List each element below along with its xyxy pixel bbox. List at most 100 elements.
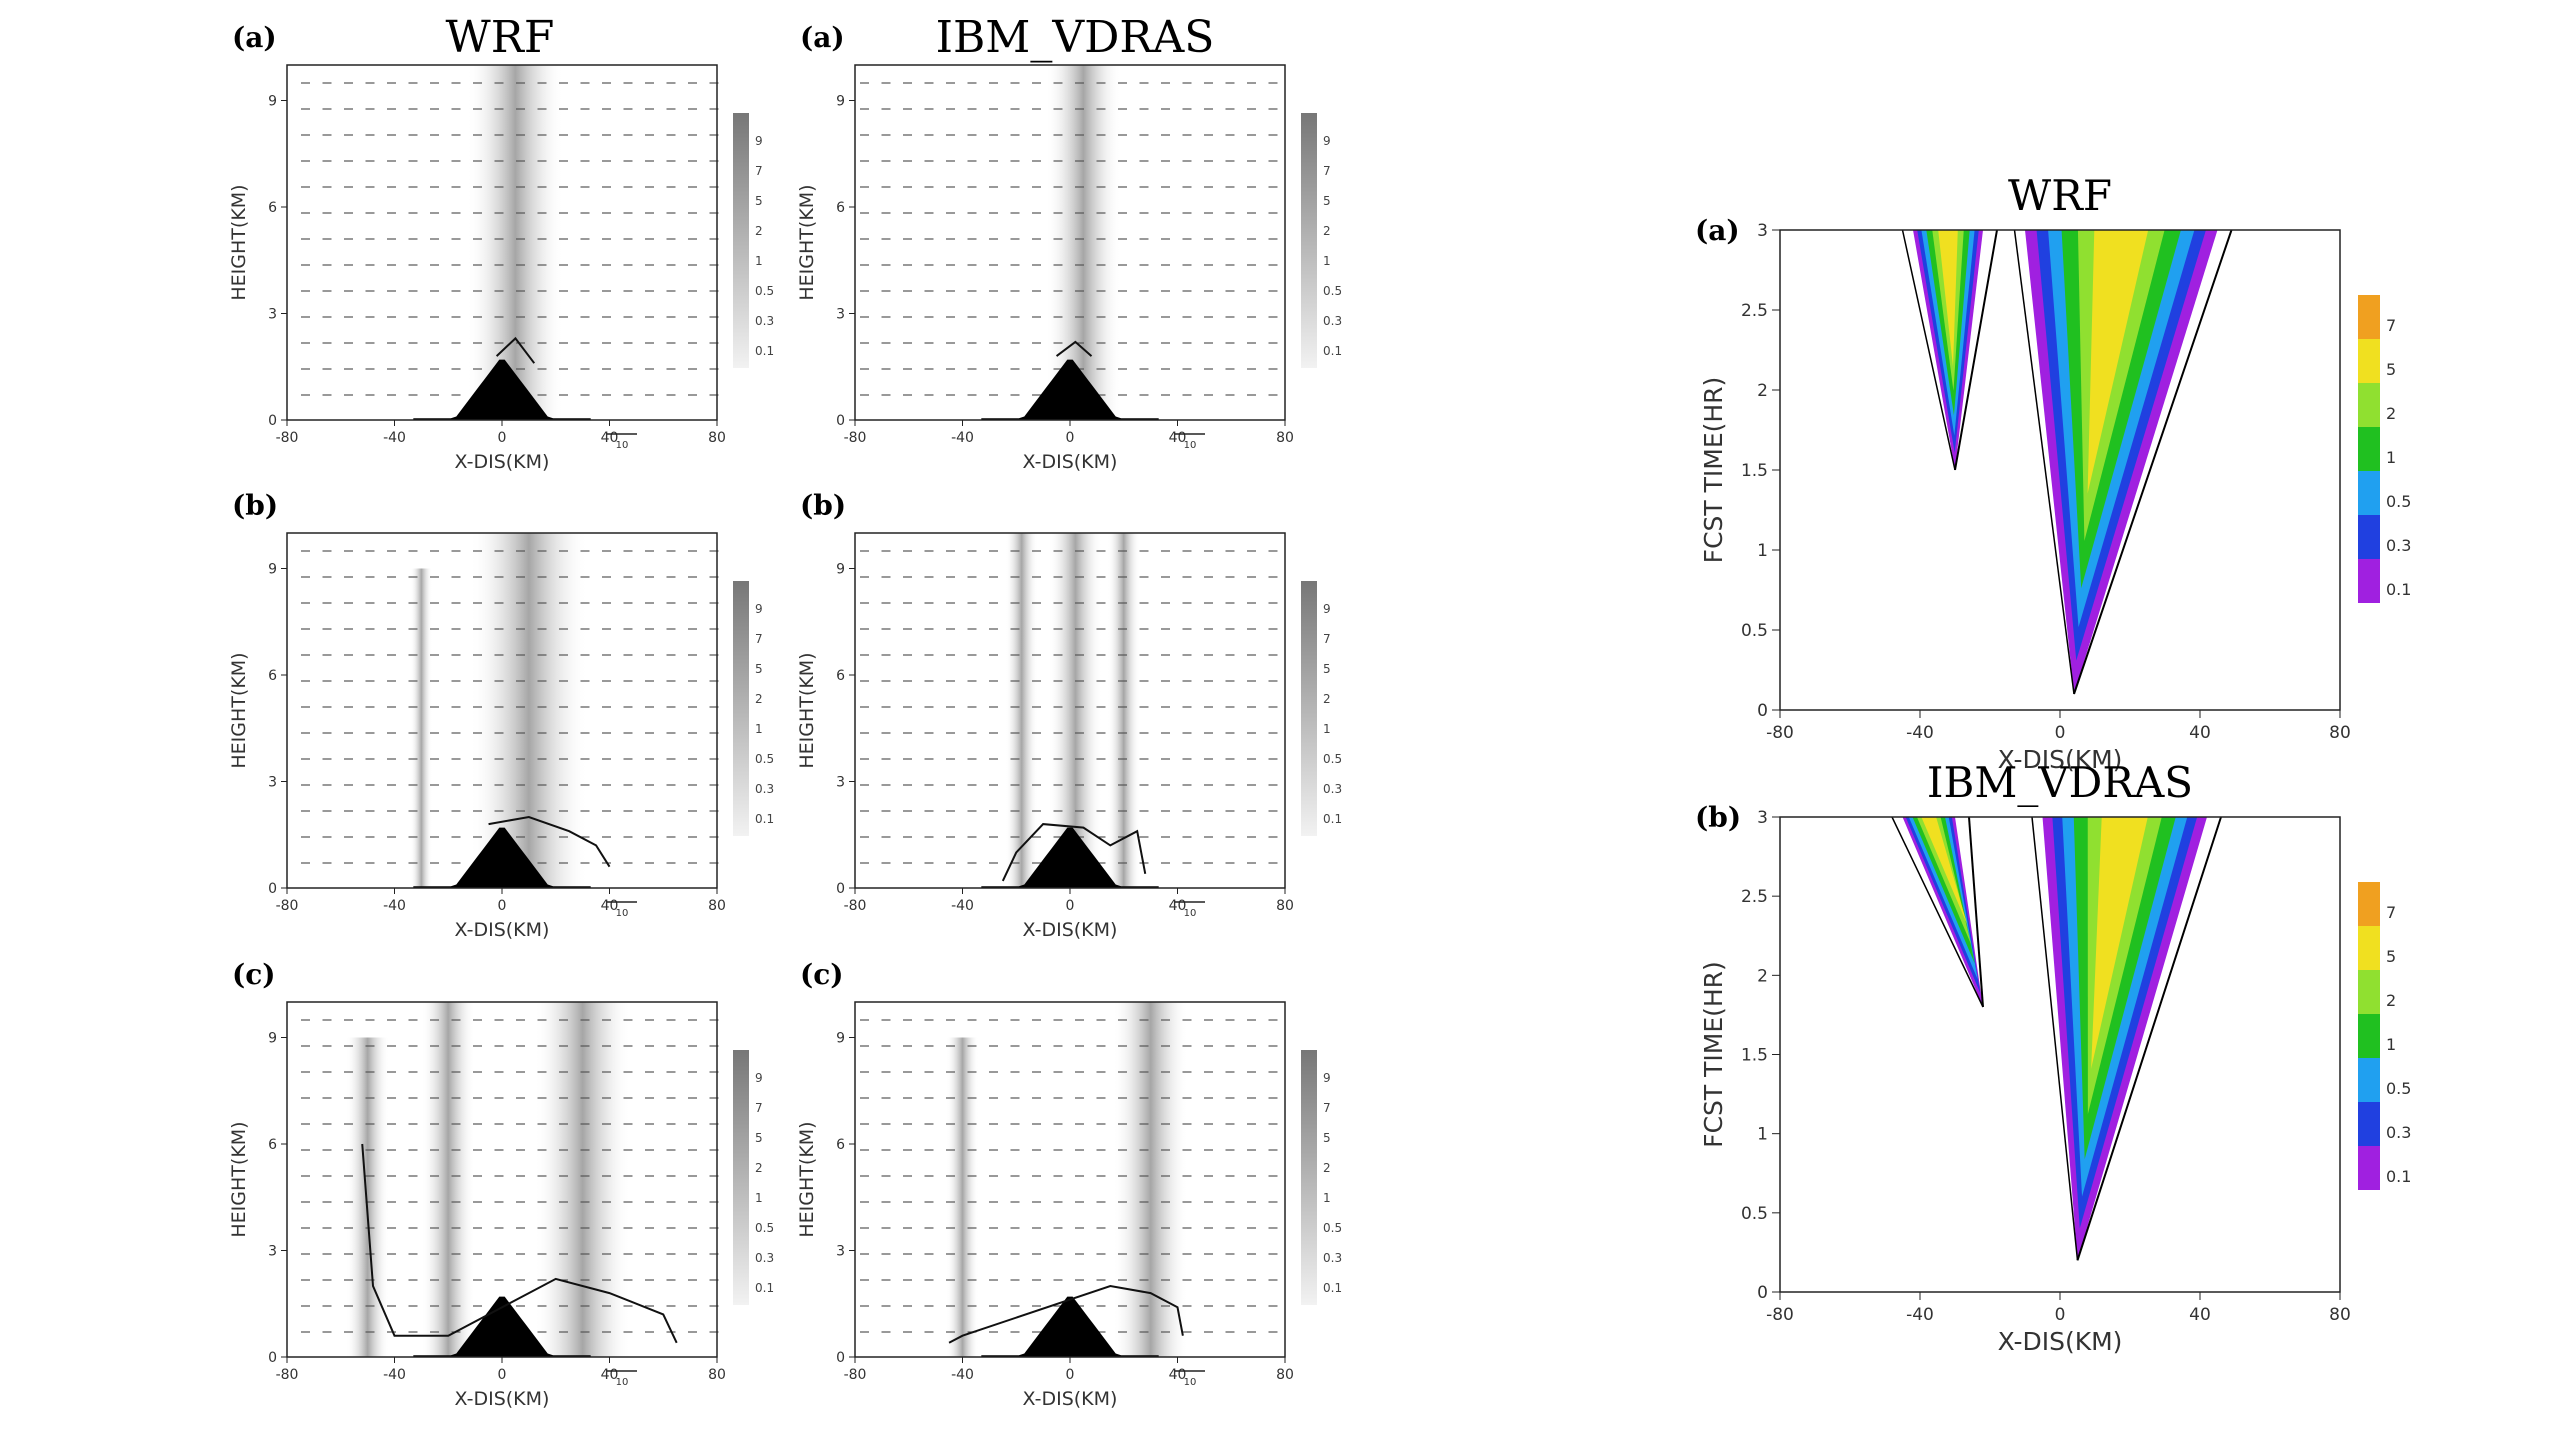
x-tick-label: 80 — [1276, 898, 1294, 914]
x-tick-label: 0 — [2055, 1305, 2066, 1325]
colorbar-label: 0.5 — [1323, 284, 1342, 298]
x-axis-label: X-DIS(KM) — [455, 451, 550, 473]
colorbar — [733, 113, 749, 368]
x-tick-label: 0 — [1066, 430, 1075, 446]
vector-reference-label: 10 — [616, 440, 629, 451]
colorbar-label: 7 — [1323, 1101, 1331, 1115]
x-tick-label: 0 — [1066, 898, 1075, 914]
x-tick-label: -40 — [383, 898, 406, 914]
y-axis-label: HEIGHT(KM) — [796, 184, 818, 300]
x-tick-label: -80 — [1766, 723, 1794, 743]
vdras-column-title: IBM_VDRAS — [936, 12, 1215, 63]
x-tick-label: -40 — [1906, 1305, 1934, 1325]
colorbar-label: 1 — [755, 254, 763, 268]
colorbar-label: 1 — [755, 722, 763, 736]
y-tick-label: 0 — [836, 1350, 845, 1366]
x-tick-label: -80 — [276, 1367, 299, 1383]
x-axis-label: X-DIS(KM) — [1023, 1388, 1118, 1410]
y-tick-label: 1.5 — [1741, 1046, 1768, 1066]
contour-line — [1968, 816, 1984, 1008]
contour-line — [495, 336, 536, 364]
x-tick-label: 80 — [1276, 1367, 1294, 1383]
x-tick-label: 80 — [2329, 1305, 2351, 1325]
y-axis-label: HEIGHT(KM) — [228, 652, 250, 768]
shaded-region — [1113, 1002, 1189, 1357]
terrain — [413, 359, 591, 420]
colorbar-segment — [2358, 515, 2380, 559]
x-axis-label: X-DIS(KM) — [1023, 451, 1118, 473]
y-tick-label: 0.5 — [1741, 621, 1768, 641]
vector-reference-label: 10 — [1184, 1377, 1197, 1388]
shaded-band — [1912, 817, 1975, 964]
cross-section-vdras-a: -80 -40 0 40 800369X-DIS(KM)HEIGHT(KM)(a)109… — [796, 21, 1342, 473]
colorbar-label: 0.1 — [1323, 1281, 1342, 1295]
hovmoller-vdras: -80 -40 0 40 80 0 0.5 1 1.5 2 2.5 3 X-DIS(KM) FCST TI… — [1695, 758, 2411, 1356]
colorbar-label: 0.5 — [755, 752, 774, 766]
y-axis-label: FCST TIME(HR) — [1699, 961, 1728, 1148]
colorbar-label: 0.3 — [1323, 314, 1342, 328]
colorbar-label: 1 — [1323, 254, 1331, 268]
shaded-band — [1905, 817, 1981, 994]
x-tick-label: -80 — [276, 430, 299, 446]
colorbar-segment — [2358, 1058, 2380, 1102]
x-tick-label: 0 — [498, 898, 507, 914]
colorbar-label: 1 — [2386, 448, 2396, 467]
colorbar-label: 7 — [755, 632, 763, 646]
shaded-region — [467, 65, 564, 420]
colorbar-label: 0.5 — [2386, 1079, 2411, 1098]
contour-line — [1001, 823, 1147, 882]
colorbar-label: 7 — [2386, 316, 2396, 335]
colorbar-segment — [2358, 1102, 2380, 1146]
colorbar-label: 1 — [1323, 722, 1331, 736]
x-tick-label: 80 — [708, 1367, 726, 1383]
y-tick-label: 0 — [836, 413, 845, 429]
terrain — [413, 827, 591, 888]
colorbar-segment — [2358, 339, 2380, 383]
x-tick-label: -80 — [844, 430, 867, 446]
colorbar — [733, 1050, 749, 1305]
colorbar-label: 9 — [755, 1071, 763, 1085]
contour-line — [1901, 229, 1956, 471]
colorbar-label: 5 — [1323, 194, 1331, 208]
shaded-band — [2091, 817, 2148, 1069]
y-tick-label: 1 — [1757, 541, 1768, 561]
vector-reference-label: 10 — [1184, 440, 1197, 451]
y-tick-label: 3 — [268, 1244, 277, 1260]
colorbar-label: 1 — [755, 1191, 763, 1205]
y-tick-label: 1.5 — [1741, 461, 1768, 481]
x-axis-label: X-DIS(KM) — [1998, 745, 2123, 774]
y-tick-label: 2 — [1757, 381, 1768, 401]
colorbar-label: 0.5 — [1323, 752, 1342, 766]
vector-reference-label: 10 — [1184, 908, 1197, 919]
y-tick-label: 9 — [836, 94, 845, 110]
hovmoller-title: WRF — [2008, 171, 2112, 220]
y-axis-label: FCST TIME(HR) — [1699, 377, 1728, 564]
colorbar-label: 0.5 — [755, 284, 774, 298]
y-tick-label: 6 — [836, 668, 845, 684]
panel-label: (c) — [232, 958, 276, 991]
x-tick-label: 80 — [708, 898, 726, 914]
colorbar-label: 0.1 — [755, 812, 774, 826]
wind-vectors — [301, 1019, 719, 1333]
colorbar — [1301, 581, 1317, 836]
x-tick-label: -40 — [383, 1367, 406, 1383]
shaded-region — [346, 1037, 390, 1357]
colorbar-label: 5 — [755, 194, 763, 208]
colorbar-segment — [2358, 559, 2380, 603]
colorbar-label: 2 — [1323, 1161, 1331, 1175]
hovmoller-title: IBM_VDRAS — [1927, 758, 2193, 807]
y-tick-label: 1 — [1757, 1125, 1768, 1145]
x-tick-label: 0 — [1066, 1367, 1075, 1383]
colorbar-label: 9 — [755, 134, 763, 148]
contour-line — [1891, 816, 1984, 1008]
colorbar-label: 0.1 — [1323, 812, 1342, 826]
colorbar-label: 5 — [2386, 947, 2396, 966]
y-tick-label: 6 — [836, 200, 845, 216]
contour-line — [361, 1143, 678, 1344]
y-tick-label: 0 — [1757, 701, 1768, 721]
cross-section-panels: -80 -40 0 40 800369X-DIS(KM)HEIGHT(KM)(a)109… — [228, 21, 1342, 1410]
x-tick-label: 0 — [2055, 723, 2066, 743]
x-tick-label: 40 — [2189, 1305, 2211, 1325]
y-tick-label: 9 — [268, 1031, 277, 1047]
x-tick-label: -80 — [1766, 1305, 1794, 1325]
